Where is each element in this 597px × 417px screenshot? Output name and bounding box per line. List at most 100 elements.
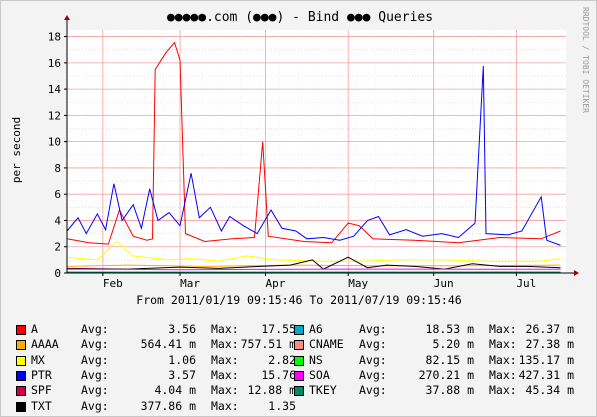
legend-series-name: A6 — [309, 322, 323, 336]
x-tick-label: Mar — [180, 277, 200, 290]
legend-max-label: Max: — [211, 322, 239, 336]
legend-row: SPF Avg: 4.04 m Max: 12.88 m TKEY Avg: 37.88 m M… — [16, 383, 591, 398]
legend-swatch — [294, 355, 304, 366]
legend-avg-value: 270.21 m — [418, 367, 474, 382]
y-tick-label: 8 — [54, 162, 61, 175]
legend-avg-label: Avg: — [359, 367, 387, 382]
legend-max-label: Max: — [211, 337, 239, 352]
legend-series-name: AAAA — [31, 337, 59, 352]
legend-max-value: 427.31 m — [518, 367, 574, 382]
chart-title: ●●●●●.com (●●●) - Bind ●●● Queries — [167, 10, 433, 25]
legend-avg-value: 377.86 m — [140, 398, 196, 413]
series-line-a — [66, 41, 561, 245]
legend-swatch — [16, 386, 26, 397]
legend-avg-value: 4.04 m — [154, 383, 196, 398]
legend-row: A Avg: 3.56 Max: 17.55 A6 Avg: 18.53 m Max: 26.37… — [16, 322, 591, 337]
y-tick-label: 10 — [48, 136, 61, 149]
legend-avg-value: 3.56 — [168, 322, 196, 336]
legend-swatch — [16, 325, 26, 335]
legend-series-name: SPF — [31, 383, 52, 398]
legend-avg-label: Avg: — [359, 383, 387, 398]
legend-max-label: Max: — [211, 352, 239, 367]
x-tick-label: Jun — [434, 277, 454, 290]
legend-avg-label: Avg: — [359, 337, 387, 352]
legend-max-value: 26.37 m — [525, 322, 574, 336]
legend-max-value: 17.55 — [261, 322, 296, 336]
legend-max-value: 2.82 — [268, 352, 296, 367]
y-tick-label: 14 — [48, 83, 62, 96]
y-tick-label: 12 — [48, 109, 61, 122]
series-line-mx — [66, 240, 561, 262]
legend-series-name: TXT — [31, 398, 52, 413]
legend-max-label: Max: — [489, 352, 517, 367]
legend-swatch — [294, 386, 304, 397]
legend-avg-label: Avg: — [81, 337, 109, 352]
legend-swatch — [16, 355, 26, 366]
x-tick-label: May — [348, 277, 368, 290]
x-tick-label: Feb — [103, 277, 123, 290]
legend-swatch — [16, 370, 26, 381]
legend-row: AAAA Avg: 564.41 m Max: 757.51 m CNAME Avg: 5.2… — [16, 337, 591, 352]
rrdtool-watermark: RRDTOOL / TOBI OETIKER — [581, 7, 590, 113]
legend-series-name: CNAME — [309, 337, 344, 352]
legend-avg-label: Avg: — [81, 383, 109, 398]
legend-series-name: A — [31, 322, 38, 336]
legend-row: TXT Avg: 377.86 m Max: 1.35 — [16, 399, 591, 414]
legend-max-label: Max: — [211, 367, 239, 382]
legend-max-value: 757.51 m — [240, 337, 296, 352]
legend-max-value: 45.34 m — [525, 383, 574, 398]
y-tick-label: 0 — [54, 267, 61, 280]
legend-series-name: NS — [309, 352, 323, 367]
y-tick-label: 16 — [48, 57, 61, 70]
legend-swatch — [294, 370, 304, 381]
legend-avg-value: 82.15 m — [425, 352, 474, 367]
legend-series-name: SOA — [309, 367, 330, 382]
y-tick-label: 2 — [54, 241, 61, 254]
legend-max-label: Max: — [489, 337, 517, 352]
legend-max-value: 27.38 m — [525, 337, 574, 352]
legend-swatch — [16, 401, 26, 412]
legend-max-label: Max: — [489, 322, 517, 336]
legend-avg-label: Avg: — [359, 352, 387, 367]
y-axis-arrow — [64, 15, 70, 20]
legend-row: MX Avg: 1.06 Max: 2.82 NS Avg: 82.15 m Max: 135.1… — [16, 353, 591, 368]
y-tick-label: 18 — [48, 31, 61, 44]
legend-swatch — [294, 325, 304, 335]
legend-avg-label: Avg: — [81, 322, 109, 336]
legend-avg-value: 18.53 m — [425, 322, 474, 336]
legend-series-name: TKEY — [309, 383, 337, 398]
legend-max-value: 1.35 — [268, 398, 296, 413]
legend-row: PTR Avg: 3.57 Max: 15.76 SOA Avg: 270.21 m Max: 4… — [16, 368, 591, 383]
legend-avg-label: Avg: — [81, 367, 109, 382]
legend-avg-value: 37.88 m — [425, 383, 474, 398]
legend-max-value: 135.17 m — [518, 352, 574, 367]
legend-avg-label: Avg: — [81, 352, 109, 367]
legend-swatch — [294, 340, 304, 351]
plot-area — [67, 30, 566, 273]
legend-max-value: 12.88 m — [247, 383, 296, 398]
legend-max-label: Max: — [489, 383, 517, 398]
legend-avg-label: Avg: — [81, 398, 109, 413]
series-line-txt — [66, 256, 561, 270]
legend-avg-value: 564.41 m — [140, 337, 196, 352]
legend-max-label: Max: — [489, 367, 517, 382]
series-line-ptr — [66, 65, 561, 246]
legend-max-value: 15.76 — [261, 367, 296, 382]
legend-avg-value: 3.57 — [168, 367, 196, 382]
y-tick-label: 6 — [54, 188, 61, 201]
legend-max-label: Max: — [211, 383, 239, 398]
legend-max-label: Max: — [211, 398, 239, 413]
legend-series-name: PTR — [31, 367, 52, 382]
x-axis-label: From 2011/01/19 09:15:46 To 2011/07/19 0… — [136, 293, 461, 307]
y-tick-label: 4 — [54, 214, 61, 227]
legend-series-name: MX — [31, 352, 45, 367]
legend-avg-value: 1.06 — [168, 352, 196, 367]
legend-swatch — [16, 340, 26, 351]
x-tick-label: Jul — [516, 277, 536, 290]
x-tick-label: Apr — [266, 277, 286, 290]
x-axis-arrow — [574, 270, 579, 276]
y-axis-label: per second — [10, 117, 23, 183]
series-line-soa — [66, 268, 561, 271]
legend-avg-label: Avg: — [359, 322, 387, 336]
